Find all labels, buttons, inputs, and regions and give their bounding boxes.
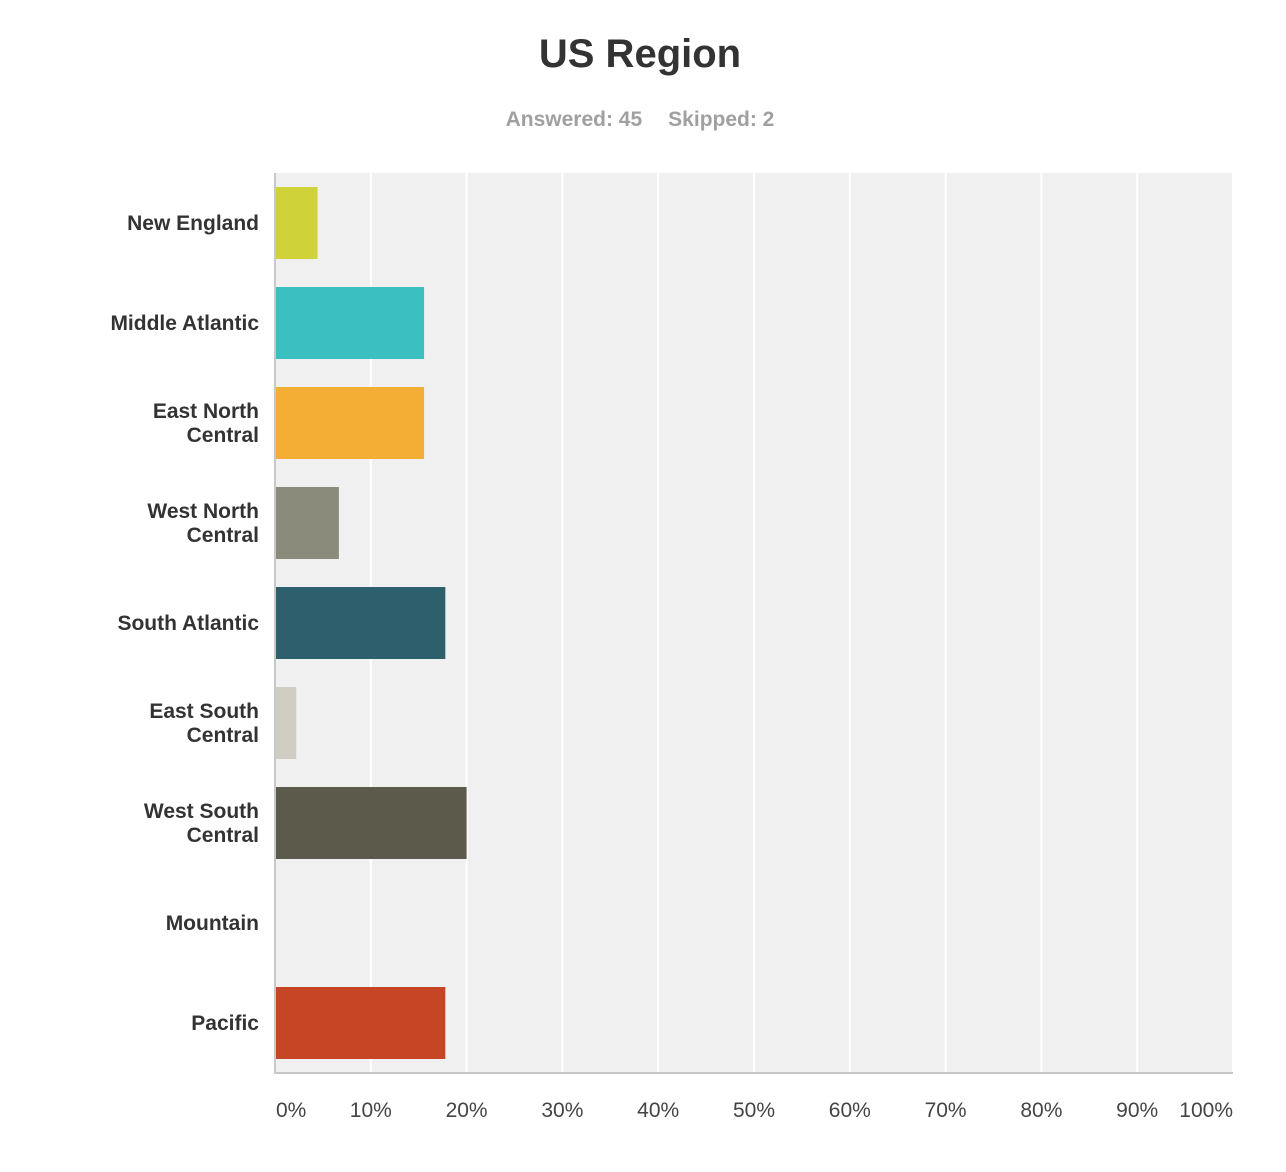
- x-tick-label: 30%: [541, 1099, 583, 1122]
- skipped-count: Skipped: 2: [668, 108, 775, 131]
- chart-title: US Region: [538, 32, 742, 76]
- x-tick-label: 70%: [925, 1099, 967, 1122]
- x-tick-label: 60%: [829, 1099, 871, 1122]
- x-tick-labels: 0% 10% 20% 30% 40% 50% 60% 70% 80% 90% 100%: [276, 1099, 1233, 1122]
- category-label: Middle Atlantic: [110, 312, 259, 335]
- category-label-line: Central: [187, 524, 259, 547]
- category-label: West North Central: [147, 500, 259, 547]
- x-tick-label: 80%: [1020, 1099, 1062, 1122]
- bar[interactable]: [276, 287, 425, 359]
- category-label-line: Central: [187, 424, 259, 447]
- bar[interactable]: [276, 187, 318, 259]
- category-label: East North Central: [153, 400, 259, 447]
- bar[interactable]: [276, 487, 339, 559]
- x-tick-label: 20%: [446, 1099, 488, 1122]
- x-tick-label: 40%: [637, 1099, 679, 1122]
- category-label: New England: [127, 212, 259, 235]
- x-tick-label: 100%: [1179, 1099, 1233, 1122]
- category-label: Pacific: [191, 1012, 259, 1035]
- category-label-line: Middle Atlantic: [110, 312, 259, 335]
- category-label-line: New England: [127, 212, 259, 235]
- category-label: Mountain: [166, 912, 259, 935]
- category-label-line: South Atlantic: [117, 612, 259, 635]
- chart-subtitle: Answered: 45 Skipped: 2: [0, 108, 1280, 132]
- category-label-line: Mountain: [166, 912, 259, 935]
- x-tick-label: 90%: [1116, 1099, 1158, 1122]
- category-label-line: Pacific: [191, 1012, 259, 1035]
- category-label-line: East North: [153, 400, 259, 423]
- bar[interactable]: [276, 387, 425, 459]
- gridlines: [369, 173, 1234, 1073]
- category-label: East South Central: [149, 700, 259, 747]
- category-label-line: East South: [149, 700, 259, 723]
- category-label-line: Central: [187, 824, 259, 847]
- bars: [276, 187, 467, 1059]
- category-label-line: Central: [187, 724, 259, 747]
- category-label: South Atlantic: [117, 612, 259, 635]
- bar[interactable]: [276, 587, 446, 659]
- x-tick-label: 0%: [276, 1099, 306, 1122]
- bar[interactable]: [276, 987, 446, 1059]
- category-label-line: West South: [144, 800, 259, 823]
- answered-count: Answered: 45: [505, 108, 643, 131]
- category-label: West South Central: [144, 800, 259, 847]
- x-tick-label: 50%: [733, 1099, 775, 1122]
- x-tick-label: 10%: [350, 1099, 392, 1122]
- bar[interactable]: [276, 787, 467, 859]
- category-label-line: West North: [147, 500, 259, 523]
- bar[interactable]: [276, 687, 297, 759]
